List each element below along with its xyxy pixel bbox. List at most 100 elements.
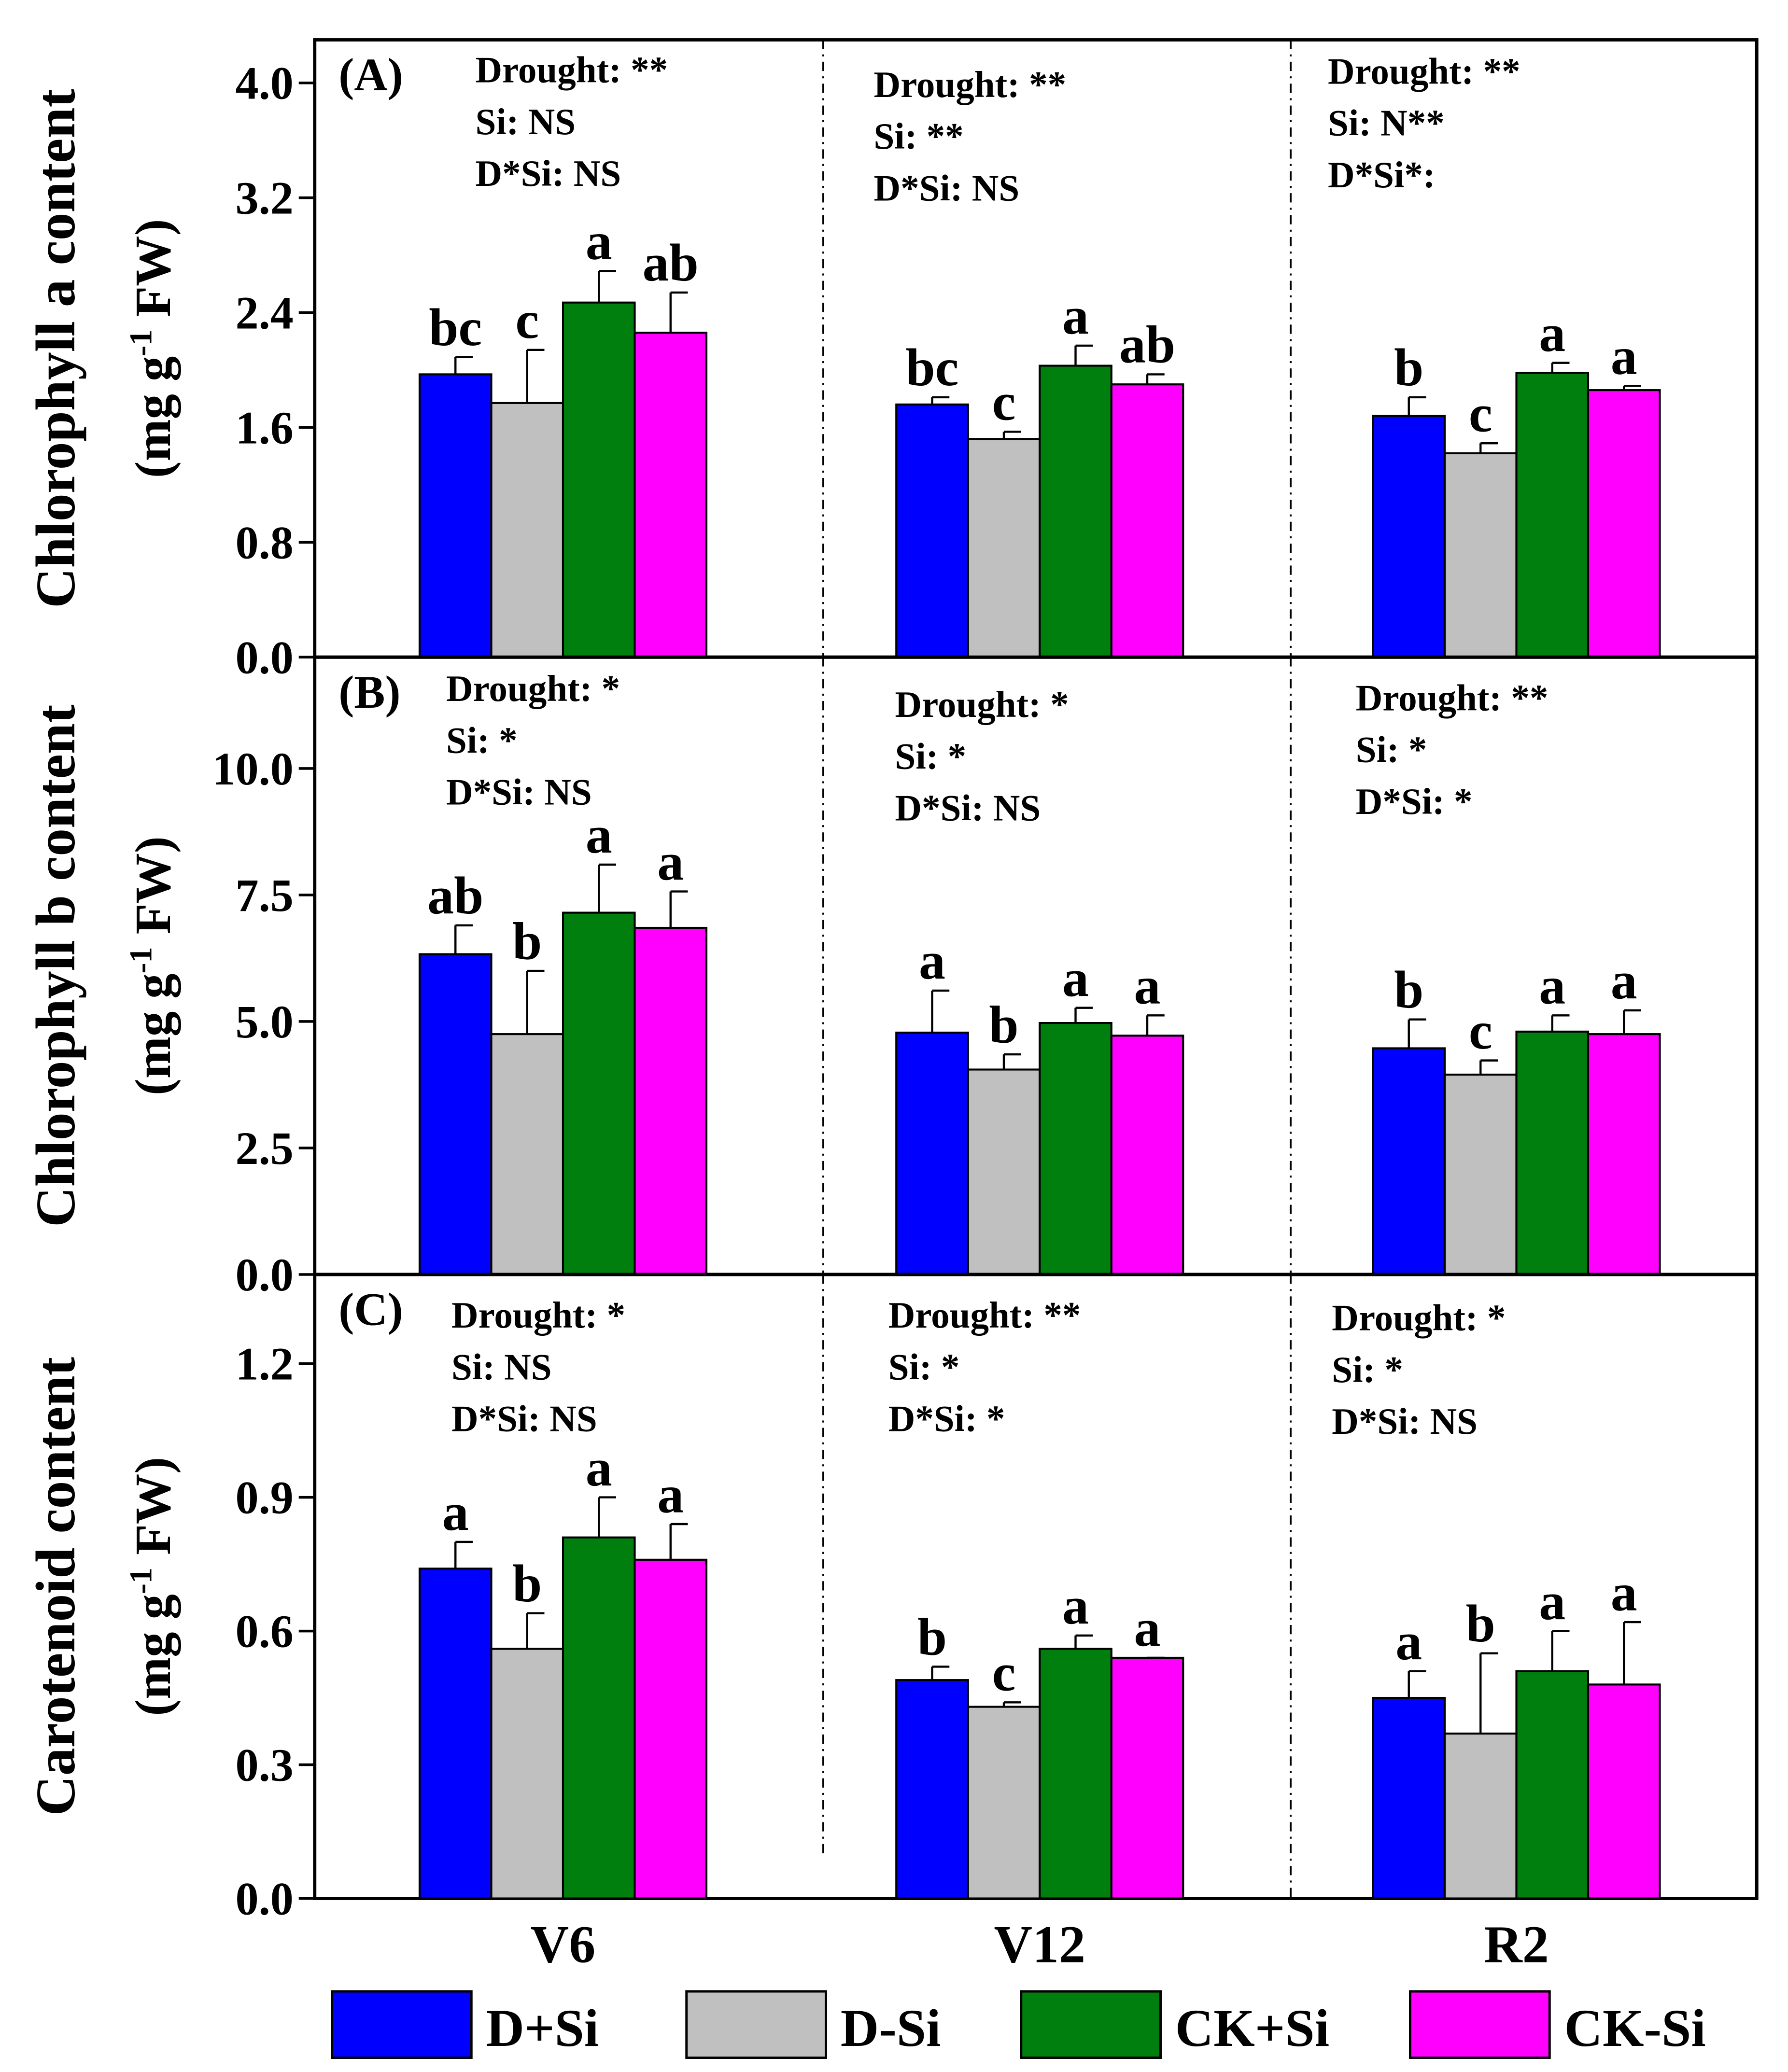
bar-ck+si [562, 911, 636, 1276]
bar-ck+si [1039, 1022, 1112, 1276]
y-tick-label: 0.0 [235, 631, 293, 683]
anova-stat-line: Si: * [1356, 729, 1427, 770]
significance-letter: ab [427, 866, 483, 925]
anova-stat-line: D*Si: NS [895, 787, 1041, 829]
bar-ck+si [1039, 1648, 1112, 1900]
unit-superscript: -1 [124, 330, 159, 356]
x-category-label: R2 [1484, 1915, 1549, 1974]
bar-ck-si [1110, 1035, 1184, 1276]
x-category-label: V12 [994, 1915, 1085, 1974]
bar-ck-si [1587, 1033, 1661, 1276]
bar-ck-si [634, 926, 708, 1276]
unit-text: (mg g [125, 1594, 181, 1716]
y-axis-title: Carotenoid content [25, 1357, 86, 1816]
anova-stat-line: D*Si: NS [446, 771, 592, 813]
legend-label: CK-Si [1564, 1999, 1706, 2058]
legend-label: D-Si [841, 1999, 941, 2058]
bar-ck-si [1110, 1656, 1184, 1900]
anova-stat-line: Drought: * [451, 1294, 625, 1336]
significance-letter: b [917, 1608, 947, 1666]
bar-d+si [418, 1568, 493, 1900]
bar-ck+si [1039, 364, 1112, 658]
bar-ck-si [634, 1558, 708, 1900]
y-tick-label: 5.0 [235, 996, 293, 1048]
anova-stat-line: D*Si: NS [476, 153, 621, 194]
unit-superscript: -1 [124, 1568, 159, 1594]
anova-stat-line: Si: NS [476, 101, 576, 142]
significance-letter: ab [643, 233, 699, 292]
bar-d+si [1372, 1047, 1446, 1276]
bar-ck+si [1515, 1670, 1590, 1900]
legend-swatch [331, 1990, 473, 2059]
panel-label: (A) [338, 49, 403, 100]
significance-letter: a [1539, 304, 1565, 363]
anova-stat-line: D*Si: * [888, 1398, 1005, 1440]
anova-stat-line: Si: * [888, 1346, 960, 1387]
anova-stat-line: Drought: ** [888, 1294, 1081, 1336]
significance-letter: c [992, 373, 1016, 432]
significance-letter: a [1062, 949, 1089, 1008]
significance-letter: a [919, 931, 945, 990]
x-category-label: V6 [531, 1915, 595, 1974]
significance-letter: a [586, 212, 612, 271]
legend-item: D+Si [331, 1990, 599, 2059]
bar-ck+si [562, 301, 636, 658]
bar-d-si [967, 1068, 1041, 1276]
significance-letter: c [515, 291, 539, 350]
panel-b: 0.0 2.5 5.0 7.5 10.0 Chlorophyll b content (mg… [25, 655, 1759, 1301]
anova-stat-line: Si: NS [451, 1346, 552, 1387]
bar-d+si [1372, 1696, 1446, 1900]
anova-stat-line: Drought: * [1332, 1297, 1506, 1339]
anova-stat-line: D*Si: NS [1332, 1400, 1478, 1442]
y-axis-title: Chlorophyll a content [25, 89, 86, 608]
significance-letter: a [1539, 956, 1565, 1015]
anova-stat-line: D*Si: NS [874, 167, 1020, 209]
y-tick-label: 0.6 [235, 1606, 293, 1657]
bar-d+si [895, 1031, 969, 1276]
legend-item: D-Si [685, 1990, 941, 2059]
bar-ck+si [1515, 1030, 1590, 1276]
legend-swatch [685, 1990, 827, 2059]
bar-ck+si [562, 1536, 636, 1900]
significance-letter: a [1395, 1612, 1422, 1671]
significance-letter: b [1394, 960, 1423, 1019]
anova-stat-line: Si: ** [874, 115, 964, 157]
bar-d+si [895, 1679, 969, 1900]
significance-letter: b [1466, 1594, 1495, 1653]
anova-stat-line: Drought: * [895, 684, 1069, 725]
significance-letter: a [1611, 1563, 1637, 1622]
significance-letter: a [586, 805, 612, 864]
y-tick-label: 0.3 [235, 1739, 293, 1791]
y-tick-label: 0.0 [235, 1249, 293, 1301]
anova-stat-line: Drought: ** [874, 64, 1067, 105]
significance-letter: a [1062, 1576, 1089, 1635]
unit-text: FW) [125, 219, 181, 330]
unit-superscript: -1 [124, 947, 159, 974]
significance-letter: a [1611, 326, 1637, 385]
bar-ck-si [1110, 383, 1184, 658]
y-tick-label: 0.8 [235, 517, 293, 568]
unit-text: FW) [125, 836, 181, 947]
bar-d+si [1372, 415, 1446, 658]
significance-letter: a [586, 1438, 612, 1497]
significance-letter: bc [429, 298, 482, 357]
significance-letter: a [1611, 951, 1637, 1010]
y-axis-title: Chlorophyll b content [25, 704, 86, 1227]
panel-c: 0.0 0.3 0.6 0.9 1.2 Carotenoid content (mg g-1… [25, 1273, 1759, 1925]
significance-letter: a [1062, 286, 1089, 345]
y-tick-label: 1.2 [235, 1338, 293, 1390]
anova-stat-line: Drought: ** [476, 49, 668, 91]
significance-letter: b [512, 911, 542, 970]
anova-stat-line: Drought: ** [1328, 50, 1521, 92]
significance-letter: a [657, 832, 684, 891]
bar-d-si [490, 402, 564, 658]
anova-stat-line: Drought: * [446, 668, 620, 709]
anova-stat-line: D*Si: * [1356, 781, 1473, 822]
bar-d+si [418, 953, 493, 1276]
legend-item: CK-Si [1409, 1990, 1706, 2059]
unit-text: (mg g [125, 974, 181, 1095]
significance-letter: c [1469, 384, 1492, 443]
bar-ck-si [1587, 1683, 1661, 1900]
significance-letter: b [1394, 338, 1423, 397]
